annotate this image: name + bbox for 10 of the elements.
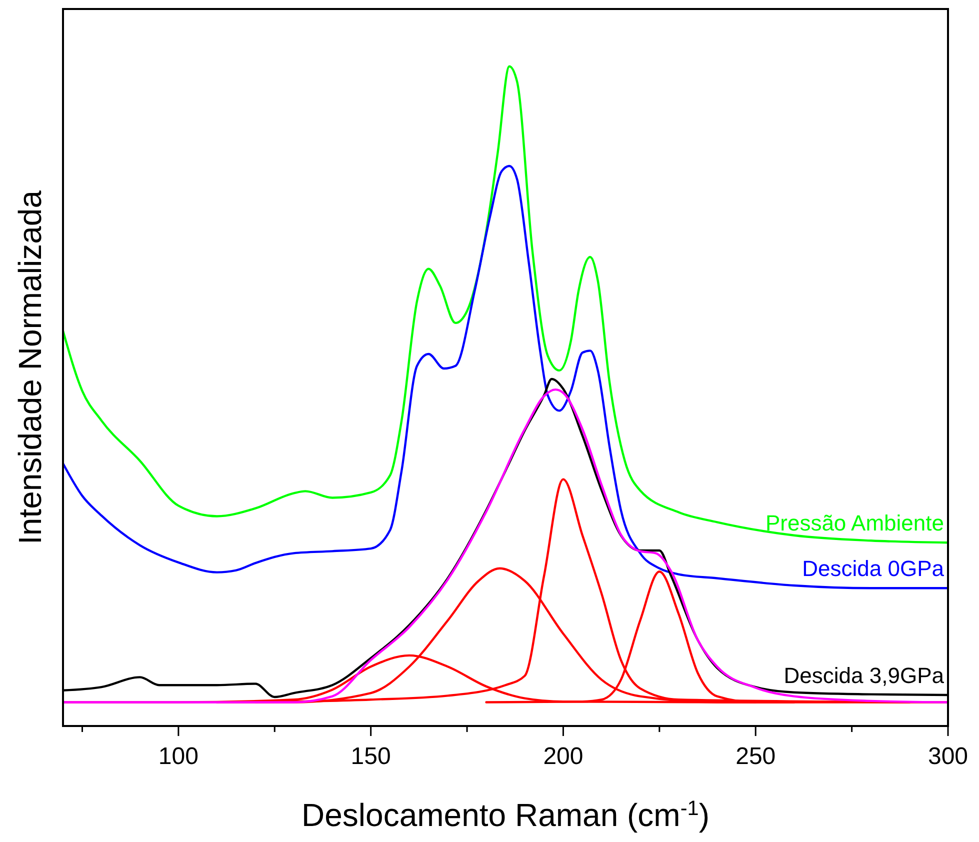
- x-tick-label: 150: [350, 743, 391, 770]
- x-tick-label: 100: [158, 743, 198, 770]
- x-tick-label: 250: [736, 743, 776, 770]
- x-tick-label: 300: [928, 743, 968, 770]
- x-axis-title: Deslocamento Raman (cm$^{-1}$): [302, 796, 710, 833]
- series-label: Descida 3,9GPa: [784, 662, 945, 688]
- x-tick-label: 200: [543, 743, 584, 770]
- y-axis-title: Intensidade Normalizada: [12, 190, 48, 544]
- series-label: Pressão Ambiente: [765, 510, 944, 536]
- series-label: Descida 0GPa: [802, 556, 945, 582]
